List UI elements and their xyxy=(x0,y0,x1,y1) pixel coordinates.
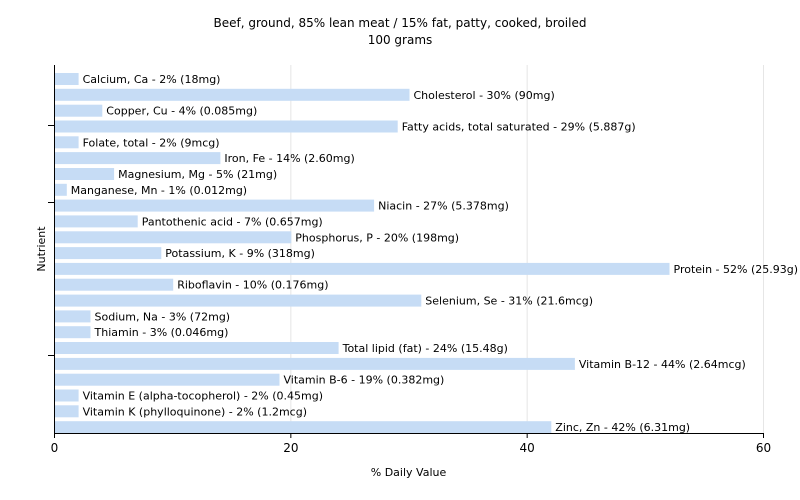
bar-label: Copper, Cu - 4% (0.085mg) xyxy=(106,105,257,118)
bar xyxy=(55,294,422,307)
x-tick-label: 0 xyxy=(51,441,59,455)
bar xyxy=(55,247,162,260)
x-axis-title: % Daily Value xyxy=(371,466,447,479)
bar-label: Thiamin - 3% (0.046mg) xyxy=(94,326,229,339)
bar xyxy=(55,231,292,244)
bar-label: Phosphorus, P - 20% (198mg) xyxy=(295,231,459,244)
bar xyxy=(55,88,410,101)
bar xyxy=(55,373,280,386)
bar-label: Potassium, K - 9% (318mg) xyxy=(165,247,315,260)
bar-label: Sodium, Na - 3% (72mg) xyxy=(95,310,231,323)
bar xyxy=(55,136,79,149)
bar xyxy=(55,342,339,354)
bar xyxy=(55,405,79,418)
bar-label: Cholesterol - 30% (90mg) xyxy=(414,89,555,102)
bar-label: Vitamin B-6 - 19% (0.382mg) xyxy=(284,374,445,387)
bar xyxy=(55,310,91,323)
bar xyxy=(55,357,575,370)
bar xyxy=(55,73,79,85)
bar-label: Selenium, Se - 31% (21.6mcg) xyxy=(425,295,593,308)
bar xyxy=(55,278,174,291)
bar-label: Folate, total - 2% (9mcg) xyxy=(83,136,220,149)
bar xyxy=(55,120,398,133)
bar xyxy=(55,199,375,212)
bar xyxy=(55,152,221,165)
bar xyxy=(55,262,670,275)
bar-label: Niacin - 27% (5.378mg) xyxy=(378,200,509,213)
bar xyxy=(55,183,67,196)
x-tick-label: 40 xyxy=(520,441,535,455)
bar xyxy=(55,168,115,180)
bar xyxy=(55,421,552,434)
chart-title: Beef, ground, 85% lean meat / 15% fat, p… xyxy=(213,16,587,30)
bar xyxy=(55,215,138,228)
bar-label: Zinc, Zn - 42% (6.31mg) xyxy=(555,421,690,434)
x-tick-label: 60 xyxy=(756,441,771,455)
bar-label: Fatty acids, total saturated - 29% (5.88… xyxy=(402,121,636,134)
bar-label: Vitamin E (alpha-tocopherol) - 2% (0.45m… xyxy=(83,390,323,403)
x-tick-label: 20 xyxy=(283,441,298,455)
bar xyxy=(55,326,91,339)
bar-label: Magnesium, Mg - 5% (21mg) xyxy=(118,168,277,181)
bar-label: Manganese, Mn - 1% (0.012mg) xyxy=(71,184,247,197)
bar-label: Vitamin K (phylloquinone) - 2% (1.2mcg) xyxy=(83,405,307,418)
bar-label: Iron, Fe - 14% (2.60mg) xyxy=(224,152,354,165)
y-axis-title: Nutrient xyxy=(35,226,48,272)
bar-label: Calcium, Ca - 2% (18mg) xyxy=(83,73,221,86)
bar xyxy=(55,104,103,117)
bar-label: Pantothenic acid - 7% (0.657mg) xyxy=(142,215,323,228)
bar xyxy=(55,389,79,402)
bar-label: Total lipid (fat) - 24% (15.48g) xyxy=(342,342,508,355)
bar-label: Vitamin B-12 - 44% (2.64mcg) xyxy=(579,358,746,371)
bar-label: Protein - 52% (25.93g) xyxy=(674,263,799,276)
chart-subtitle: 100 grams xyxy=(367,33,433,47)
bar-label: Riboflavin - 10% (0.176mg) xyxy=(177,279,328,292)
